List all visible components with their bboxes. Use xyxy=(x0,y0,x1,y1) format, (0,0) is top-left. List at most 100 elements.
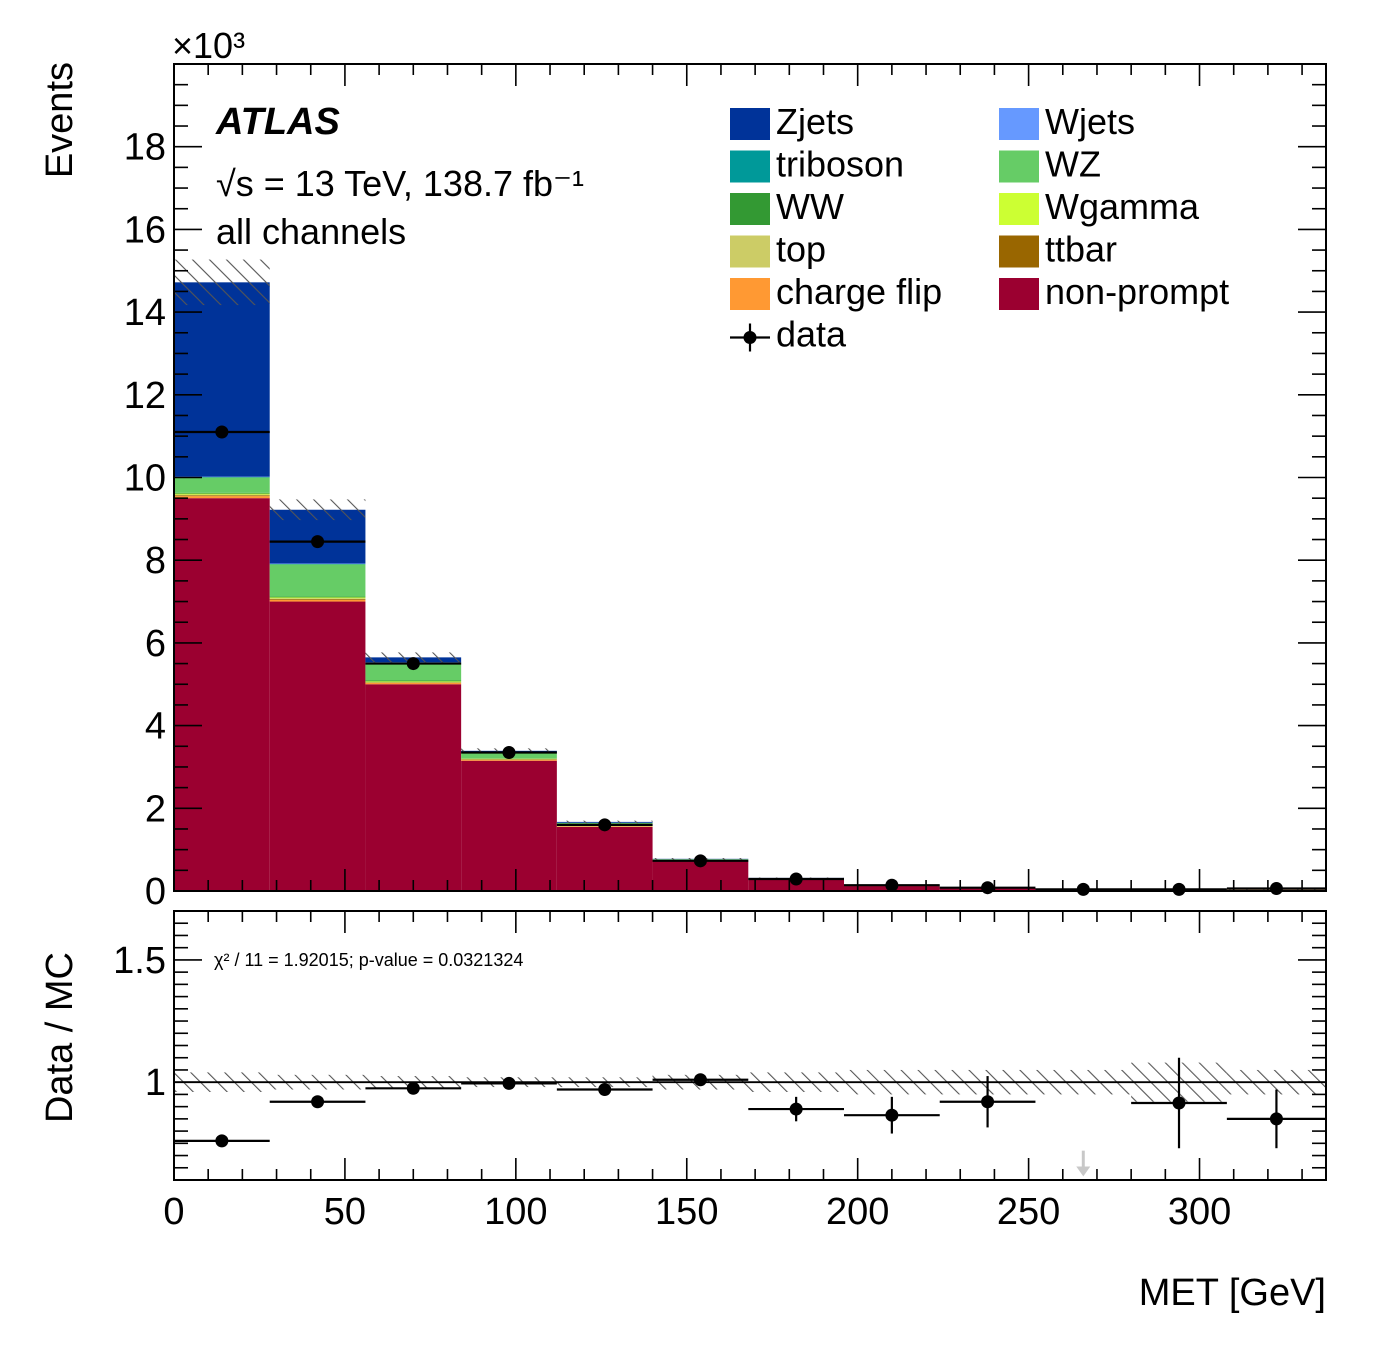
bar-ttbar-bin-1 xyxy=(174,495,270,497)
bar-wz-bin-3 xyxy=(365,663,462,681)
y-tick-label-0: 0 xyxy=(145,871,166,913)
bar-ttbar-bin-2 xyxy=(269,599,366,600)
x-tick-label-250: 250 xyxy=(997,1191,1060,1233)
y-tick-label-8: 8 xyxy=(145,540,166,582)
x-tick-label-300: 300 xyxy=(1168,1191,1231,1233)
ratio-point-11 xyxy=(1269,1112,1283,1126)
atlas-label: ATLAS xyxy=(215,101,340,143)
y-tick-label-4: 4 xyxy=(145,706,166,748)
data-point-bin-12 xyxy=(1269,882,1283,896)
legend-swatch-wjets xyxy=(999,108,1039,140)
bar-wgamma-bin-2 xyxy=(269,597,366,599)
legend-label-zjets: Zjets xyxy=(776,101,854,142)
ratio-panel-axes: 0 50 100 150 200 250 300 1 1.5 xyxy=(113,910,1327,1233)
legend-label-wgamma: Wgamma xyxy=(1045,186,1200,227)
data-point-bin-4 xyxy=(502,745,516,759)
legend-label-ttbar: ttbar xyxy=(1045,229,1117,270)
legend-marker-data xyxy=(743,331,757,344)
ratio-uncertainty-band xyxy=(174,1062,1326,1102)
data-point-bin-9 xyxy=(981,881,995,895)
ratio-point-8 xyxy=(885,1108,899,1122)
legend-label-charge-flip: charge flip xyxy=(776,271,942,312)
ratio-point-3 xyxy=(406,1081,420,1095)
y-tick-label-14: 14 xyxy=(124,292,166,334)
uncertainty-bin-2 xyxy=(269,499,366,521)
ratio-point-9 xyxy=(981,1095,995,1109)
legend-swatch-charge-flip xyxy=(730,278,770,310)
data-point-bin-6 xyxy=(693,854,707,868)
ratio-point-5 xyxy=(598,1083,612,1097)
legend-label-wz: WZ xyxy=(1045,144,1101,185)
x-tick-label-100: 100 xyxy=(484,1191,547,1233)
legend-label-ww: WW xyxy=(776,186,844,227)
bar-ww-bin-2 xyxy=(269,596,366,598)
legend-swatch-zjets xyxy=(730,108,770,140)
ratio-point-7 xyxy=(789,1102,803,1116)
ratio-y-tick-label-1: 1 xyxy=(145,1062,166,1104)
bar-non-prompt-bin-4 xyxy=(461,760,557,891)
bar-wgamma-bin-3 xyxy=(365,681,462,683)
data-point-bin-10 xyxy=(1076,882,1090,896)
legend-swatch-wgamma xyxy=(999,193,1039,225)
data-point-bin-5 xyxy=(598,818,612,832)
ratio-point-10 xyxy=(1172,1096,1186,1110)
x-axis-label: MET [GeV] xyxy=(1139,1272,1326,1314)
bar-ww-bin-1 xyxy=(174,492,270,494)
y-tick-label-2: 2 xyxy=(145,788,166,830)
selection-label: all channels xyxy=(216,211,406,252)
uncertainty-bin-1 xyxy=(174,259,270,306)
y-tick-label-6: 6 xyxy=(145,623,166,665)
legend-swatch-top xyxy=(730,235,770,268)
legend-swatch-ttbar xyxy=(999,235,1039,268)
bar-non-prompt-bin-1 xyxy=(174,498,270,891)
x-tick-label-50: 50 xyxy=(324,1191,366,1233)
main-panel-axes: 0 2 4 6 8 10 12 14 16 18 xyxy=(124,63,1327,913)
bar-wz-bin-1 xyxy=(174,477,270,493)
bar-charge-flip-bin-2 xyxy=(269,599,366,602)
x-tick-label-200: 200 xyxy=(826,1191,889,1233)
data-point-bin-1 xyxy=(215,425,229,439)
bar-ww-bin-3 xyxy=(365,680,462,682)
y-tick-label-12: 12 xyxy=(124,375,166,417)
data-point-bin-11 xyxy=(1172,882,1186,896)
y-tick-label-18: 18 xyxy=(124,127,166,169)
legend-label-wjets: Wjets xyxy=(1045,101,1135,142)
bar-charge-flip-bin-4 xyxy=(461,759,557,761)
legend-label-data: data xyxy=(776,314,847,355)
legend-swatch-wz xyxy=(999,150,1039,183)
bar-top-bin-1 xyxy=(174,494,270,496)
data-point-bin-3 xyxy=(406,657,420,671)
legend: Zjets Wjets triboson WZ WW Wgamma top ttbar char… xyxy=(730,101,1229,355)
bar-wgamma-bin-1 xyxy=(174,493,270,495)
data-point-bin-7 xyxy=(789,872,803,886)
ratio-point-6 xyxy=(693,1073,707,1087)
ratio-y-tick-label-1-5: 1.5 xyxy=(113,940,166,982)
ratio-point-2 xyxy=(311,1095,325,1109)
legend-swatch-non-prompt xyxy=(999,278,1039,310)
y-tick-label-16: 16 xyxy=(124,209,166,251)
bar-zjets-bin-1 xyxy=(174,282,270,477)
main-y-axis-label: Events xyxy=(39,62,81,178)
bar-non-prompt-bin-5 xyxy=(556,826,653,891)
y-exponent-label: ×10³ xyxy=(172,25,245,66)
ratio-point-4 xyxy=(502,1076,516,1090)
legend-label-non-prompt: non-prompt xyxy=(1045,271,1229,312)
bar-non-prompt-bin-2 xyxy=(269,601,366,891)
bar-wz-bin-2 xyxy=(269,564,366,597)
chi2-annotation: χ² / 11 = 1.92015; p-value = 0.0321324 xyxy=(214,950,523,970)
ratio-point-1 xyxy=(215,1134,229,1148)
bar-charge-flip-bin-3 xyxy=(365,683,462,685)
legend-swatch-ww xyxy=(730,193,770,225)
ratio-points xyxy=(174,1057,1326,1177)
bar-non-prompt-bin-3 xyxy=(365,684,462,891)
legend-label-top: top xyxy=(776,229,826,270)
ratio-y-axis-label: Data / MC xyxy=(39,952,81,1123)
data-point-bin-2 xyxy=(311,535,325,549)
bar-charge-flip-bin-1 xyxy=(174,496,270,499)
y-tick-label-10: 10 xyxy=(124,458,166,500)
legend-label-triboson: triboson xyxy=(776,144,904,185)
x-tick-label-150: 150 xyxy=(655,1191,718,1233)
out-of-range-arrow-head-1 xyxy=(1076,1166,1091,1177)
energy-lumi-label: √s = 13 TeV, 138.7 fb⁻¹ xyxy=(216,163,584,204)
